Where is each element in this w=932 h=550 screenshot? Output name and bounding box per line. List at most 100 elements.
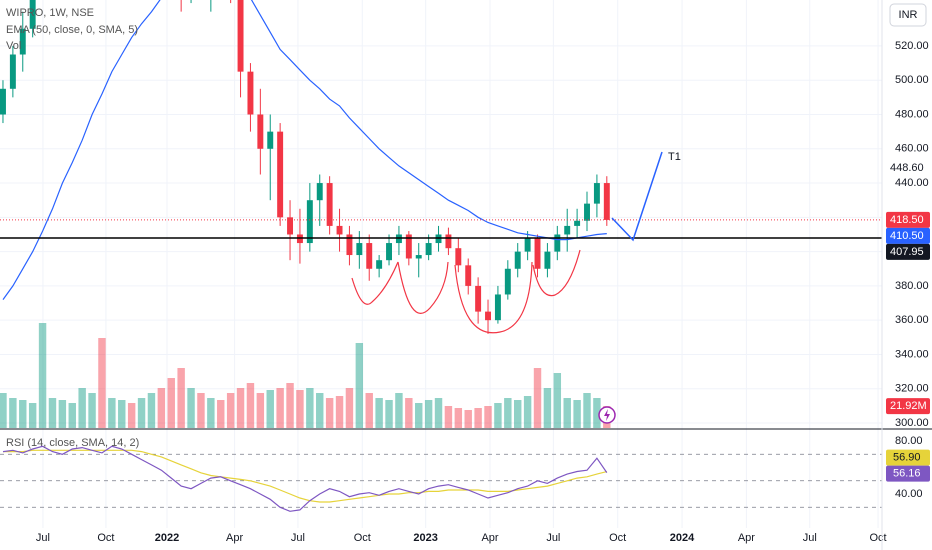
volume-bar [68, 403, 76, 428]
candle-body [445, 234, 452, 249]
projection-line [611, 151, 663, 242]
candle-body [29, 0, 36, 29]
x-tick-label: Jul [291, 532, 305, 544]
rsi-pane: 80.00 40.00 [0, 435, 923, 512]
volume-bar [98, 338, 106, 428]
symbol-title: WIPRO, 1W, NSE [6, 7, 94, 19]
candle-body [405, 234, 412, 259]
volume-bar [563, 398, 571, 428]
y-tick-label: 380.00 [895, 280, 929, 292]
volume-bar [137, 398, 146, 428]
candle-body [465, 265, 472, 286]
volume-bar [385, 400, 393, 428]
candle-body [287, 217, 294, 235]
x-tick-label: Jul [546, 532, 560, 544]
volume-bar [19, 400, 27, 428]
candle-body [386, 243, 392, 261]
target-label: T1 [668, 151, 681, 163]
alert-bolt[interactable] [604, 409, 610, 421]
volume-bar [266, 390, 274, 428]
ema-legend: EMA (50, close, 0, SMA, 5) [6, 24, 138, 36]
volume-bar [514, 400, 522, 428]
candle-body [544, 251, 551, 269]
right-shoulder [532, 249, 581, 297]
volume-bar [48, 398, 57, 428]
rsi-sma-line [3, 449, 607, 503]
x-tick-label: Jul [36, 532, 50, 544]
volume-bar [335, 396, 344, 428]
volume-bar [256, 393, 265, 428]
rsi-line [2, 445, 608, 512]
x-tick-label: 2022 [155, 532, 179, 544]
volume-bar [167, 378, 175, 428]
candle-body [247, 71, 254, 115]
ema-line [2, 0, 607, 300]
rsi-tag-label: 56.90 [893, 452, 921, 464]
candle-body [554, 234, 561, 252]
volume-bar [593, 398, 601, 428]
candle-body [306, 200, 313, 244]
volume-bar [246, 383, 255, 428]
volume-bar [474, 408, 482, 428]
volume-bar [58, 400, 67, 428]
volume-bar [434, 398, 443, 428]
volume-bar [276, 388, 284, 428]
volume-bar [108, 398, 116, 428]
y-tick-label: 500.00 [895, 74, 929, 86]
volume-bar [405, 398, 413, 428]
x-tick-label: Apr [481, 532, 498, 544]
volume-bar [375, 398, 383, 428]
volume-bar [286, 383, 294, 428]
x-tick-label: Oct [354, 532, 371, 544]
volume-bar [88, 393, 96, 428]
rsi-tick-label: 40.00 [895, 488, 923, 500]
candle-body [593, 183, 600, 204]
candle-body [504, 268, 511, 295]
candle-body [485, 311, 491, 321]
candle-body [346, 234, 353, 256]
y-tick-label: 300.00 [895, 417, 929, 429]
volume-bar [504, 398, 512, 428]
volume-bar [187, 388, 195, 428]
volume-bar [494, 403, 502, 428]
candle-body [9, 54, 16, 89]
volume-tag-label: 21.92M [890, 400, 927, 412]
volume-bar [573, 400, 581, 428]
x-tick-label: 2024 [670, 532, 695, 544]
volume-bar [444, 406, 453, 428]
price-pane [0, 0, 882, 428]
candle-body [376, 260, 383, 269]
volume-bar [147, 393, 156, 428]
candle-body [326, 183, 333, 226]
rsi-tag [886, 449, 930, 466]
candle-body [237, 0, 244, 72]
y-tick-label: 480.00 [895, 108, 929, 120]
rsi-legend: RSI (14, close, SMA, 14, 2) [6, 437, 139, 449]
volume-bar [78, 388, 86, 428]
volume-bar [177, 368, 185, 428]
y-tick-label: 320.00 [895, 383, 929, 395]
candle-body [435, 234, 442, 244]
volume-bar [543, 388, 552, 428]
volume-bar [226, 393, 235, 428]
currency-label[interactable]: INR [899, 9, 918, 21]
rsi-tick-label: 80.00 [895, 435, 923, 447]
candle-body [395, 234, 402, 244]
candle-body [603, 183, 610, 220]
volume-bar [306, 388, 314, 428]
x-tick-label: Oct [609, 532, 626, 544]
price-tag [886, 160, 930, 177]
price-tag [886, 243, 930, 260]
candle-body [356, 243, 363, 256]
volume-bar [236, 388, 245, 428]
volume-bar [464, 410, 472, 428]
y-tick-label: 340.00 [895, 348, 929, 360]
x-tick-label: Oct [869, 532, 886, 544]
candle-body [584, 203, 590, 221]
candle-body [415, 255, 422, 259]
volume-bar [38, 323, 47, 428]
currency-button[interactable] [889, 3, 927, 27]
volume-bar [484, 406, 492, 428]
volume-bar [583, 393, 591, 428]
candle-body [524, 237, 531, 252]
